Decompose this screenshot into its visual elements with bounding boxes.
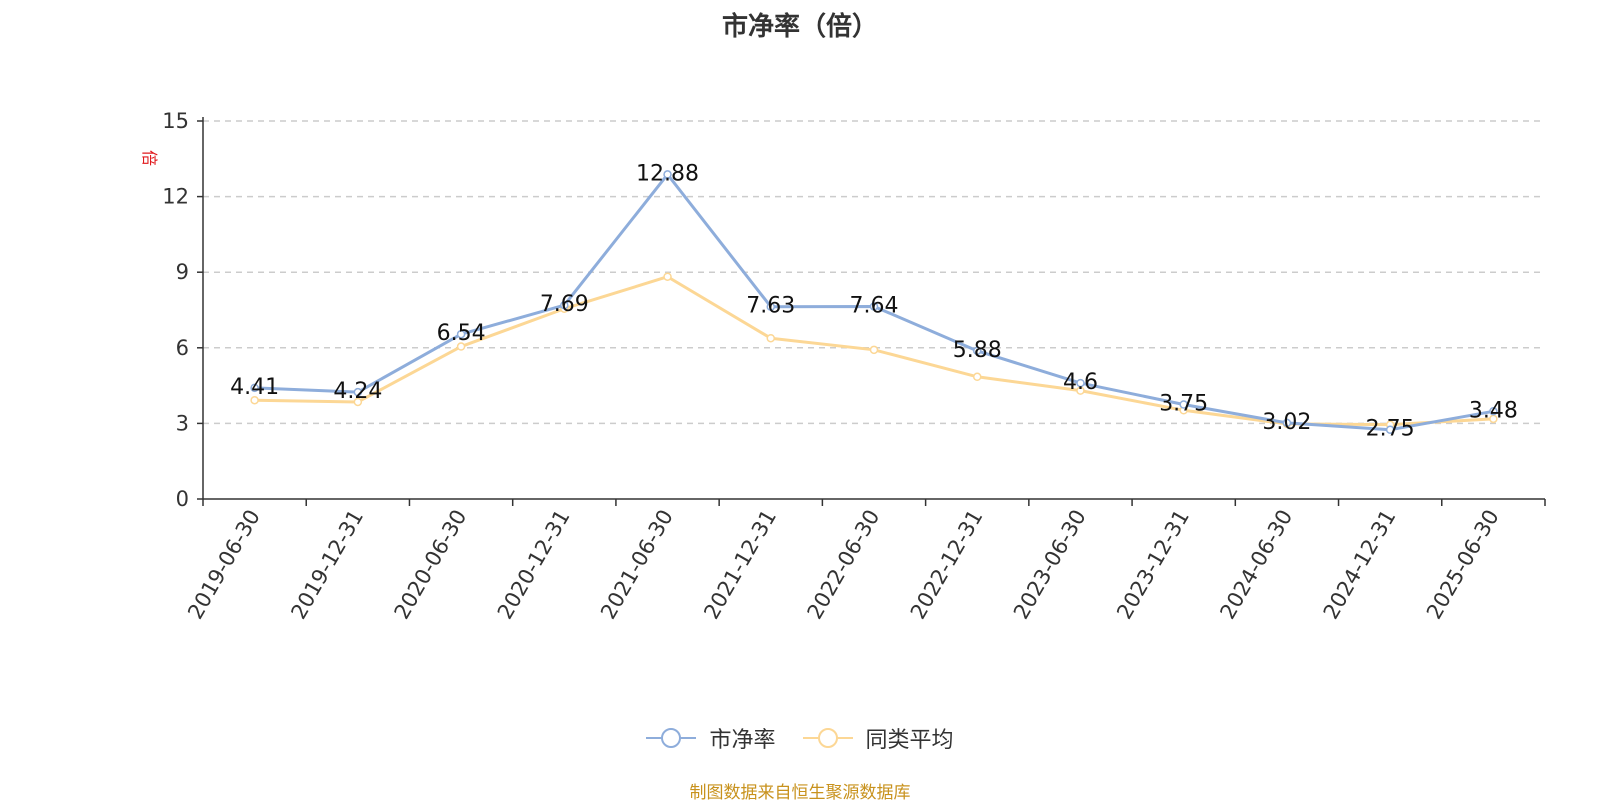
legend-item-pb[interactable]: 市净率 bbox=[646, 722, 776, 754]
data-label: 4.6 bbox=[1063, 370, 1098, 395]
data-point-pb bbox=[456, 329, 466, 339]
data-point-peer-avg bbox=[456, 342, 466, 351]
data-point-pb bbox=[353, 387, 363, 397]
y-tick-label: 6 bbox=[176, 336, 189, 360]
data-point-peer-avg bbox=[250, 395, 259, 405]
data-point-peer-avg bbox=[869, 345, 879, 355]
data-point-pb bbox=[972, 346, 982, 356]
data-point-peer-avg bbox=[663, 272, 672, 281]
legend[interactable]: 市净率 同类平均 bbox=[0, 722, 1600, 754]
y-tick-label: 9 bbox=[176, 260, 189, 284]
y-axis-label: 倍 bbox=[140, 150, 159, 166]
legend-item-peer-avg[interactable]: 同类平均 bbox=[802, 722, 954, 754]
x-tick-label: 2022-06-30 bbox=[803, 506, 885, 624]
data-label: 6.54 bbox=[437, 321, 486, 346]
data-label: 4.41 bbox=[230, 375, 279, 400]
data-point-peer-avg bbox=[972, 372, 982, 382]
x-tick-label: 2020-06-30 bbox=[390, 505, 472, 623]
data-point-pb bbox=[869, 302, 879, 311]
data-label: 2.75 bbox=[1366, 417, 1415, 442]
legend-label-pb: 市净率 bbox=[709, 728, 776, 753]
data-label: 3.75 bbox=[1159, 392, 1208, 417]
data-point-peer-avg bbox=[353, 397, 363, 407]
x-tick-label: 2021-06-30 bbox=[596, 506, 678, 624]
x-tick-label: 2021-12-31 bbox=[699, 506, 781, 624]
x-tick-label: 2020-12-31 bbox=[493, 506, 575, 624]
x-tick-label: 2022-12-31 bbox=[906, 505, 988, 623]
x-tick-label: 2019-06-30 bbox=[183, 506, 265, 624]
x-tick-label: 2023-12-31 bbox=[1112, 506, 1194, 624]
data-point-pb bbox=[1489, 407, 1498, 416]
source-note: 制图数据来自恒生聚源数据库 bbox=[689, 783, 911, 803]
data-label: 3.48 bbox=[1469, 398, 1518, 423]
chart-title: 市净率（倍） bbox=[721, 12, 878, 42]
data-point-pb bbox=[1179, 400, 1188, 409]
legend-label-peer-avg: 同类平均 bbox=[865, 728, 954, 753]
data-labels: 4.41 4.24 6.54 7.69 12.88 7.63 7.64 5.88 4.6 3.75… bbox=[230, 161, 1518, 441]
data-label: 3.02 bbox=[1262, 410, 1311, 435]
data-point-pb bbox=[250, 383, 259, 393]
data-label: 5.88 bbox=[953, 338, 1002, 363]
data-point-pb bbox=[1385, 425, 1395, 434]
y-tick-label: 0 bbox=[176, 487, 189, 511]
data-point-pb bbox=[663, 170, 672, 179]
data-point-pb bbox=[1282, 418, 1292, 428]
data-label: 12.88 bbox=[636, 161, 699, 186]
data-point-peer-avg bbox=[766, 333, 776, 343]
axes: 0 3 6 9 12 15 2019-06-30 2019-12-31 2020-06-30 20… bbox=[162, 109, 1546, 624]
data-label: 7.69 bbox=[540, 292, 589, 317]
data-point-pb bbox=[766, 302, 776, 311]
x-tick-label: 2024-12-31 bbox=[1319, 506, 1401, 624]
y-tick-label: 12 bbox=[162, 185, 189, 209]
data-label: 7.63 bbox=[746, 294, 795, 319]
data-label: 7.64 bbox=[850, 293, 899, 318]
legend-marker-icon bbox=[646, 728, 697, 748]
legend-marker-icon bbox=[802, 728, 853, 748]
x-tick-label: 2019-12-31 bbox=[286, 506, 368, 624]
series-lines bbox=[250, 170, 1498, 434]
x-tick-label: 2023-06-30 bbox=[1009, 506, 1091, 624]
x-tick-label: 2025-06-30 bbox=[1422, 506, 1504, 624]
y-tick-label: 15 bbox=[162, 109, 189, 133]
data-point-pb bbox=[1076, 378, 1085, 388]
data-point-pb bbox=[560, 300, 569, 310]
x-tick-label: 2024-06-30 bbox=[1215, 506, 1297, 624]
data-label: 4.24 bbox=[333, 379, 382, 404]
y-tick-label: 3 bbox=[176, 411, 189, 435]
